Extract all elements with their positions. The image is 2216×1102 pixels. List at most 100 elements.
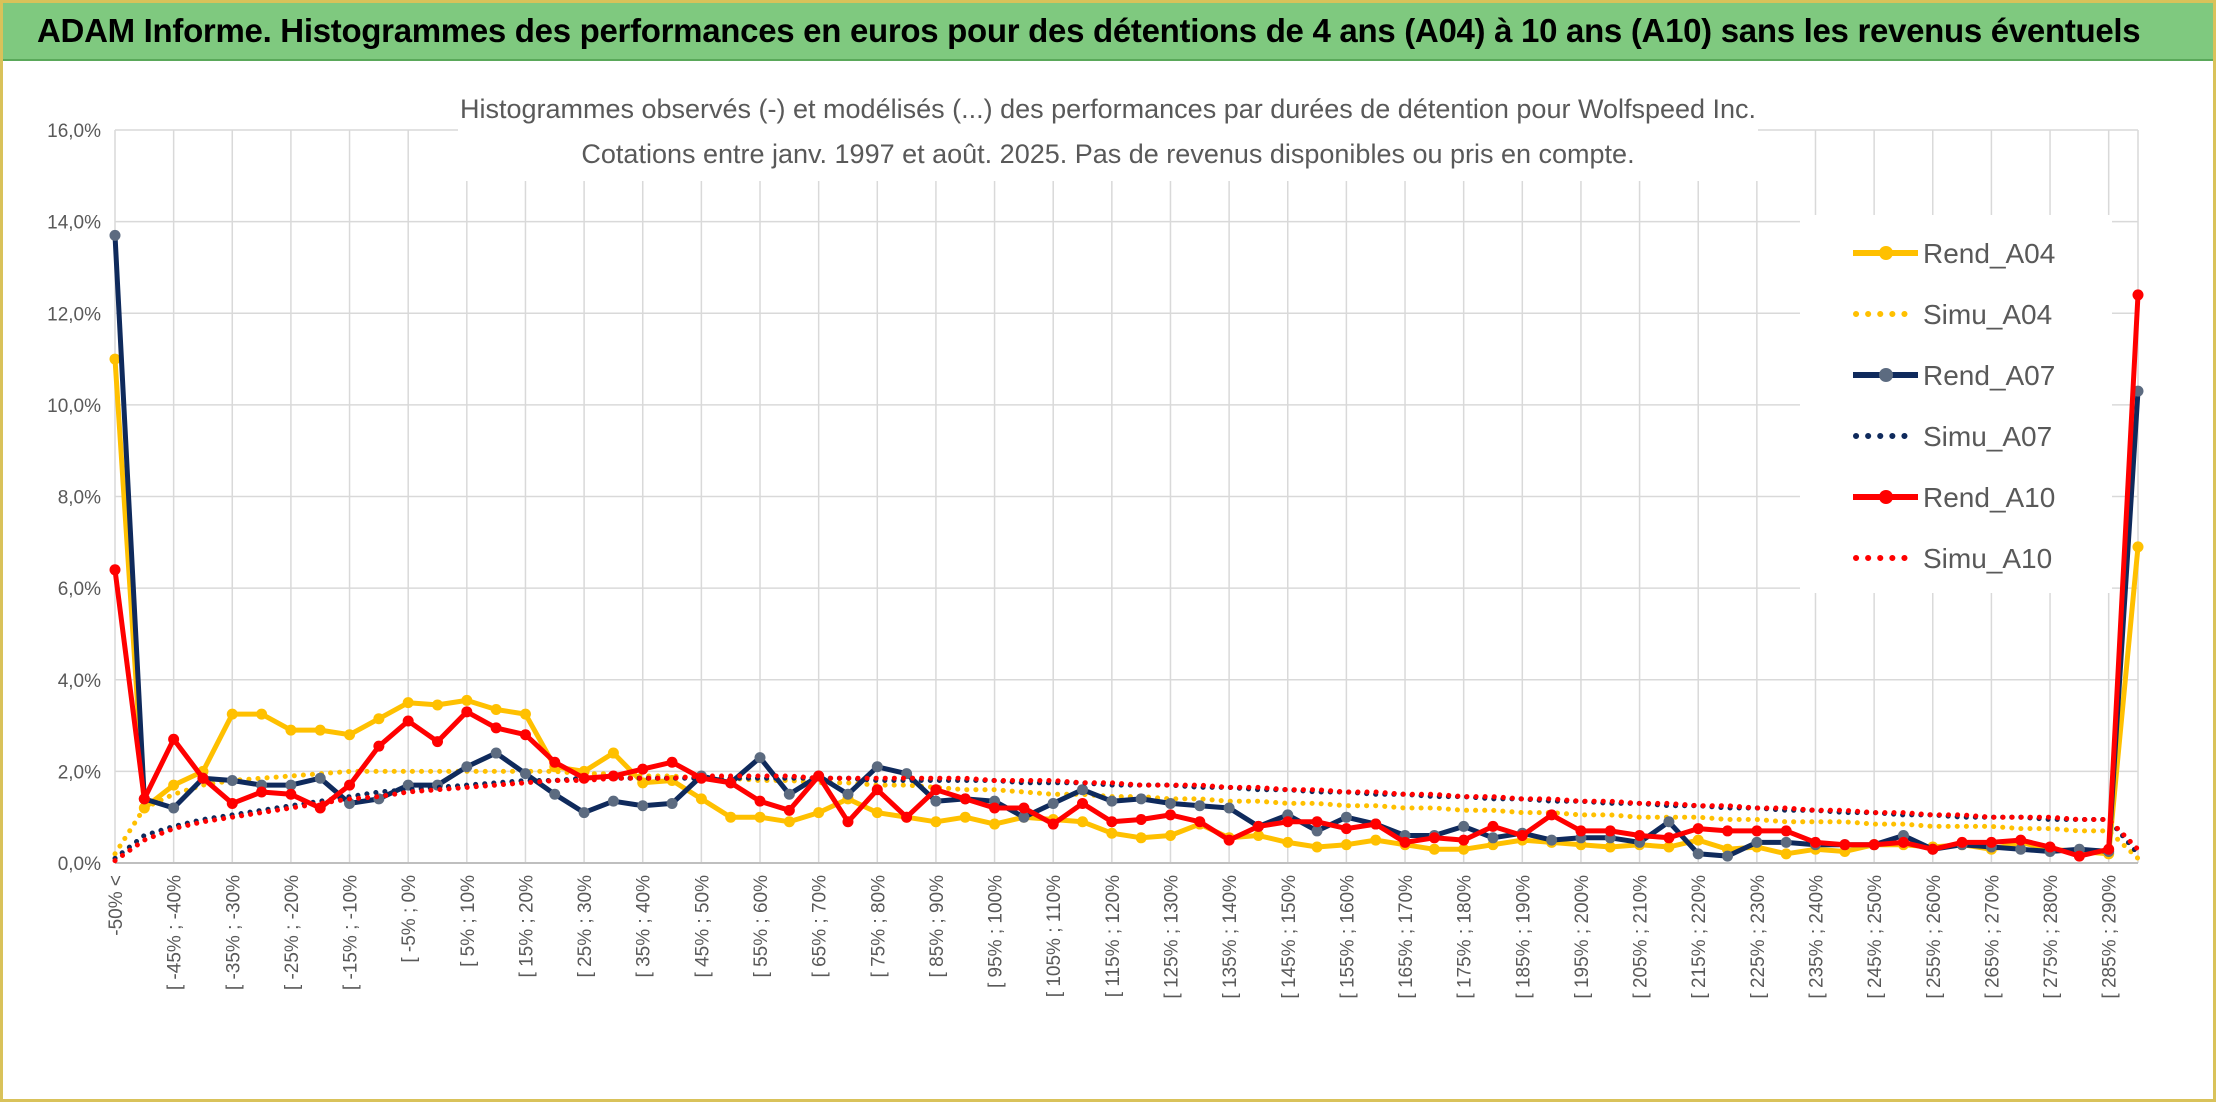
y-tick-label: 4,0% bbox=[58, 671, 101, 692]
x-tick-label: [ -15% ; -10% bbox=[341, 875, 362, 990]
point-rend-a10 bbox=[1252, 820, 1264, 832]
point-rend-a10 bbox=[432, 736, 444, 748]
x-tick-label: [ 185% ; 190% bbox=[1513, 875, 1534, 999]
x-tick-label: [ 35% ; 40% bbox=[634, 875, 655, 978]
point-rend-a10 bbox=[1428, 832, 1440, 844]
point-rend-a10 bbox=[549, 756, 561, 768]
point-rend-a10 bbox=[901, 811, 913, 823]
point-rend-a04 bbox=[1458, 843, 1470, 855]
legend-marker-rend-a07 bbox=[1879, 368, 1893, 382]
point-rend-a07 bbox=[1663, 816, 1675, 828]
series-lines bbox=[109, 229, 2144, 864]
point-rend-a10 bbox=[2044, 841, 2056, 853]
x-tick-label: [ 5% ; 10% bbox=[458, 875, 479, 967]
point-rend-a07 bbox=[285, 779, 297, 791]
point-rend-a10 bbox=[989, 802, 1001, 814]
point-rend-a07 bbox=[519, 768, 531, 780]
point-rend-a07 bbox=[1692, 848, 1704, 860]
point-rend-a04 bbox=[314, 724, 326, 736]
point-rend-a04 bbox=[1340, 839, 1352, 851]
point-rend-a07 bbox=[2015, 843, 2027, 855]
point-rend-a04 bbox=[871, 807, 883, 819]
point-rend-a07 bbox=[871, 761, 883, 773]
x-tick-label: [ 235% ; 240% bbox=[1806, 875, 1827, 999]
x-tick-label: [ 135% ; 140% bbox=[1220, 875, 1241, 999]
point-rend-a04 bbox=[285, 724, 297, 736]
point-rend-a07 bbox=[783, 788, 795, 800]
series-rend-a10 bbox=[112, 294, 2141, 859]
x-tick-label: [ 125% ; 130% bbox=[1161, 875, 1182, 999]
x-tick-label: [ 45% ; 50% bbox=[692, 875, 713, 978]
point-rend-a10 bbox=[256, 786, 268, 798]
point-rend-a07 bbox=[1546, 834, 1558, 846]
series-rend-a07 bbox=[112, 235, 2141, 859]
y-tick-label: 2,0% bbox=[58, 762, 101, 783]
point-rend-a07 bbox=[1018, 811, 1030, 823]
legend-label-simu-a07: Simu_A07 bbox=[1923, 421, 2052, 452]
y-tick-label: 8,0% bbox=[58, 488, 101, 509]
point-rend-a10 bbox=[1575, 825, 1587, 837]
legend-marker-rend-a04 bbox=[1879, 246, 1893, 260]
point-rend-a10 bbox=[1809, 836, 1821, 848]
point-rend-a04 bbox=[1282, 836, 1294, 848]
point-rend-a10 bbox=[930, 784, 942, 796]
point-rend-a10 bbox=[490, 722, 502, 734]
x-tick-label: [ 225% ; 230% bbox=[1748, 875, 1769, 999]
point-rend-a07 bbox=[1194, 800, 1206, 812]
point-rend-a07 bbox=[226, 775, 238, 787]
point-rend-a10 bbox=[1985, 836, 1997, 848]
point-rend-a10 bbox=[2132, 289, 2144, 301]
point-rend-a10 bbox=[1311, 816, 1323, 828]
point-rend-a07 bbox=[842, 788, 854, 800]
point-rend-a07 bbox=[1077, 784, 1089, 796]
y-axis-ticks: 0,0% 2,0% 4,0% 6,0% 8,0% 10,0% 12,0% 14,0% 16,0% bbox=[47, 121, 101, 875]
point-rend-a10 bbox=[871, 784, 883, 796]
series-simu-a04 bbox=[112, 768, 2141, 861]
point-rend-a10 bbox=[138, 793, 150, 805]
point-rend-a10 bbox=[1897, 836, 1909, 848]
y-tick-label: 16,0% bbox=[47, 121, 101, 142]
point-rend-a07 bbox=[754, 752, 766, 764]
point-rend-a10 bbox=[197, 772, 209, 784]
point-rend-a07 bbox=[1311, 825, 1323, 837]
y-tick-label: 0,0% bbox=[58, 854, 101, 875]
x-tick-label: [ 165% ; 170% bbox=[1396, 875, 1417, 999]
point-rend-a10 bbox=[461, 706, 473, 718]
x-tick-label: [ 85% ; 90% bbox=[927, 875, 948, 978]
x-tick-label: [ 105% ; 110% bbox=[1044, 875, 1065, 997]
x-tick-label: [ 25% ; 30% bbox=[575, 875, 596, 978]
x-tick-label: [ -5% ; 0% bbox=[399, 875, 420, 963]
x-tick-label: [ -45% ; -40% bbox=[165, 875, 186, 990]
point-rend-a10 bbox=[1135, 813, 1147, 825]
point-rend-a07 bbox=[666, 797, 678, 809]
point-rend-a07 bbox=[1780, 836, 1792, 848]
point-rend-a07 bbox=[1487, 832, 1499, 844]
point-rend-a04 bbox=[783, 816, 795, 828]
point-rend-a10 bbox=[344, 779, 356, 791]
point-rend-a07 bbox=[490, 747, 502, 759]
point-rend-a10 bbox=[168, 733, 180, 745]
point-rend-a07 bbox=[1722, 850, 1734, 862]
point-rend-a04 bbox=[1370, 834, 1382, 846]
point-rend-a10 bbox=[1956, 836, 1968, 848]
legend-marker-rend-a10 bbox=[1879, 490, 1893, 504]
legend-label-rend-a07: Rend_A07 bbox=[1923, 360, 2055, 391]
point-rend-a04 bbox=[373, 713, 385, 725]
point-rend-a04 bbox=[226, 708, 238, 720]
point-rend-a04 bbox=[256, 708, 268, 720]
point-rend-a10 bbox=[783, 804, 795, 816]
chart-title: Histogrammes observés (-) et modélisés (… bbox=[460, 94, 1756, 124]
chart-subtitle: Cotations entre janv. 1997 et août. 2025… bbox=[581, 139, 1634, 169]
legend-label-simu-a04: Simu_A04 bbox=[1923, 299, 2052, 330]
series-simu-a10 bbox=[112, 773, 2141, 864]
point-rend-a10 bbox=[109, 564, 121, 576]
point-rend-a10 bbox=[1194, 816, 1206, 828]
point-rend-a10 bbox=[2103, 843, 2115, 855]
point-rend-a10 bbox=[1663, 832, 1675, 844]
x-tick-label: [ -25% ; -20% bbox=[282, 875, 303, 990]
point-rend-a10 bbox=[1634, 830, 1646, 842]
point-rend-a10 bbox=[842, 816, 854, 828]
x-axis-ticks: -50% < [ -45% ; -40% [ -35% ; -30% [ -25% ;… bbox=[106, 875, 2121, 999]
x-tick-label: [ 55% ; 60% bbox=[751, 875, 772, 978]
x-tick-label: [ 75% ; 80% bbox=[868, 875, 889, 978]
